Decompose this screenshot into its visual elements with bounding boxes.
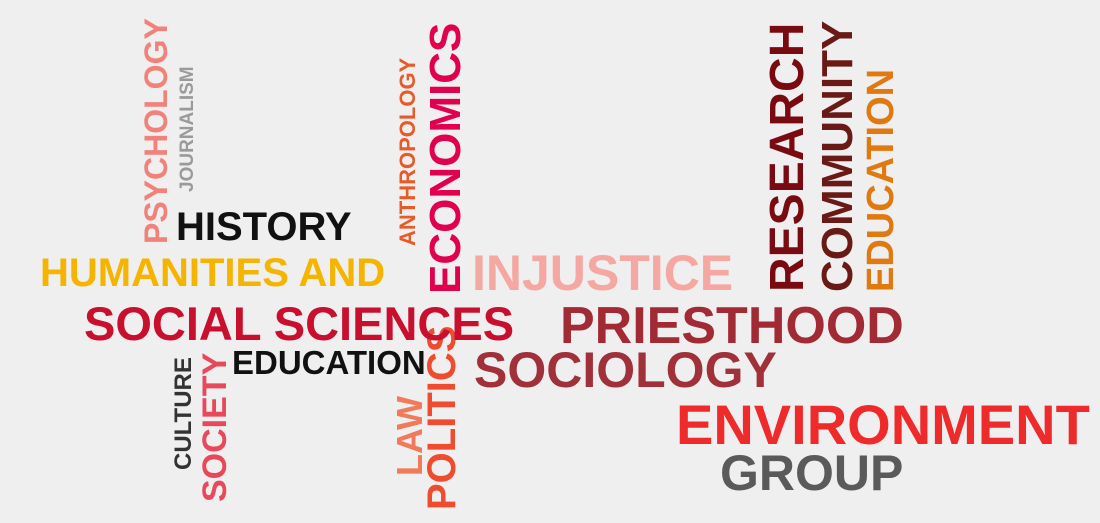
- word-research: RESEARCH: [761, 22, 814, 292]
- word-education-vertical: EDUCATION: [860, 68, 902, 292]
- word-community: COMMUNITY: [813, 20, 862, 292]
- word-history: HISTORY: [176, 205, 352, 249]
- word-journalism: JOURNALISM: [177, 66, 198, 192]
- word-social-sciences: SOCIAL SCIENCES: [84, 297, 515, 350]
- word-economics: ECONOMICS: [421, 22, 470, 294]
- word-group: GROUP: [720, 445, 904, 501]
- word-culture: CULTURE: [170, 357, 197, 470]
- word-society: SOCIETY: [196, 352, 234, 502]
- word-sociology: SOCIOLOGY: [474, 342, 777, 398]
- word-environment: ENVIRONMENT: [676, 393, 1090, 456]
- word-anthropology: ANTHROPOLOGY: [395, 57, 420, 246]
- word-priesthood: PRIESTHOOD: [560, 297, 904, 355]
- word-education-horizontal: EDUCATION: [232, 344, 426, 381]
- word-politics: POLITICS: [420, 325, 464, 510]
- word-injustice: INJUSTICE: [472, 245, 734, 301]
- word-humanities-and: HUMANITIES AND: [40, 251, 386, 295]
- word-psychology: PSYCHOLOGY: [138, 18, 174, 244]
